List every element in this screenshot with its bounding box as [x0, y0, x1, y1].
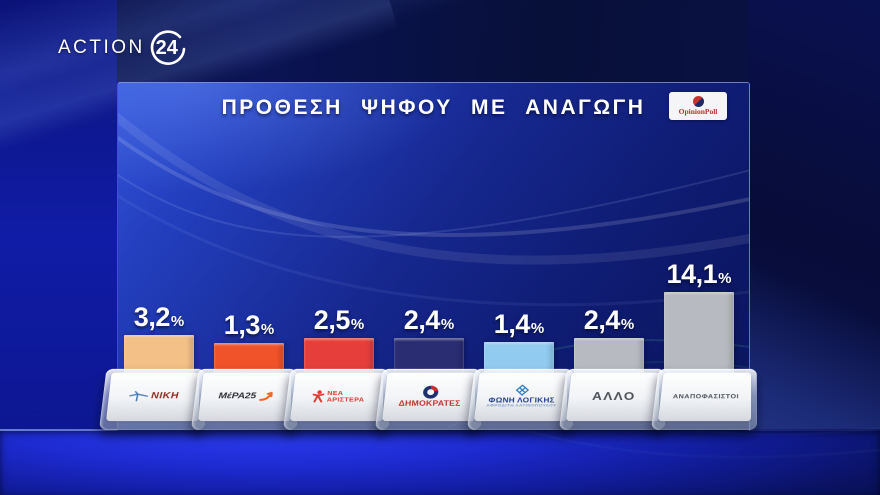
party-label: ΦΩΝΗ ΛΟΓΙΚΗΣ — [488, 395, 555, 405]
mera25-arrow-icon — [259, 390, 274, 402]
page-title: ΠΡΟΘΕΣΗ ΨΗΦΟΥ ΜΕ ΑΝΑΓΩΓΗ — [221, 96, 646, 119]
party-plate-face: ΝΕΑ ΑΡΙΣΤΕΡΑ — [290, 372, 384, 422]
party-plate-ΔΗΜΟΚΡΑΤΕΣ: ΔΗΜΟΚΡΑΤΕΣ — [375, 368, 481, 430]
opinionpoll-globe-icon — [692, 96, 704, 107]
party-label: ΝΙΚΗ — [150, 390, 180, 401]
value-label: 1,4% — [468, 311, 570, 338]
nikh-bird-icon — [129, 391, 149, 402]
percent-sign: % — [350, 316, 365, 333]
bar-ΑΝΑΠΟΦΑΣΙΣΤΟΙ — [664, 292, 734, 375]
bar-ΝΙΚΗ — [124, 335, 194, 375]
plate-column: ΝΙΚΗ — [99, 356, 205, 432]
party-label: ΑΡΙΣΤΕΡΑ — [326, 395, 365, 403]
party-plate-ΦΩΝΗ ΛΟΓΙΚΗΣ: ΦΩΝΗ ΛΟΓΙΚΗΣ ΑΦΡΟΔΙΤΗ ΛΑΤΙΝΟΠΟΥΛΟΥ — [467, 368, 573, 430]
party-plate-face: ΜέΡΑ25 — [198, 372, 292, 422]
bar-ΝΕΑ ΑΡΙΣΤΕΡΑ — [304, 338, 374, 375]
opinionpoll-logo: OpinionPoll — [669, 92, 727, 120]
party-plate-face: ΝΙΚΗ — [106, 372, 200, 422]
nea-aristera-figure-icon — [311, 390, 325, 402]
value-label: 14,1% — [648, 261, 750, 288]
percent-sign: % — [530, 320, 545, 337]
value-number: 14,1 — [666, 259, 718, 289]
background-top — [0, 0, 880, 82]
channel-number-circle-icon: 24 — [147, 28, 187, 68]
party-label: ΑΦΡΟΔΙΤΗ ΛΑΤΙΝΟΠΟΥΛΟΥ — [486, 404, 557, 409]
value-number: 1,4 — [493, 309, 531, 339]
bar-column: 14,1% — [654, 0, 744, 375]
channel-name: ACTION — [58, 37, 145, 58]
plate-column: ΜέΡΑ25 — [191, 356, 297, 432]
bar-column: 2,4% — [384, 0, 474, 375]
percent-sign: % — [718, 270, 732, 287]
party-label: ΜέΡΑ25 — [218, 390, 257, 401]
foni-logikis-diamond-icon — [512, 384, 532, 395]
bar-ΔΗΜΟΚΡΑΤΕΣ — [394, 338, 464, 375]
bar-column: 1,3% — [204, 0, 294, 375]
plate-column: ΝΕΑ ΑΡΙΣΤΕΡΑ — [283, 356, 389, 432]
party-plate-face: ΦΩΝΗ ΛΟΓΙΚΗΣ ΑΦΡΟΔΙΤΗ ΛΑΤΙΝΟΠΟΥΛΟΥ — [474, 372, 568, 422]
bars-row: 3,2% 1,3% 2,5% 2,4% 1,4% — [114, 0, 744, 375]
party-plate-face: ΑΛΛΟ — [566, 372, 660, 422]
party-label: ΑΛΛΟ — [591, 389, 636, 403]
party-label: ΑΝΑΠΟΦΑΣΙΣΤΟΙ — [672, 392, 740, 400]
percent-sign: % — [440, 316, 455, 333]
party-plate-ΑΛΛΟ: ΑΛΛΟ — [559, 368, 665, 430]
value-label: 2,5% — [288, 307, 390, 334]
bar-column: 3,2% — [114, 0, 204, 375]
plate-column: ΔΗΜΟΚΡΑΤΕΣ — [375, 356, 481, 432]
percent-sign: % — [620, 316, 635, 333]
plate-column: ΦΩΝΗ ΛΟΓΙΚΗΣ ΑΦΡΟΔΙΤΗ ΛΑΤΙΝΟΠΟΥΛΟΥ — [467, 356, 573, 432]
bar-column: 2,5% — [294, 0, 384, 375]
party-plate-ΑΝΑΠΟΦΑΣΙΣΤΟΙ: ΑΝΑΠΟΦΑΣΙΣΤΟΙ — [651, 368, 757, 430]
party-plates-row: ΝΙΚΗ ΜέΡΑ25 ΝΕΑ ΑΡΙΣΤΕΡΑ ΔΗΜΟΚΡΑΤΕΣ ΦΩΝΗ … — [99, 356, 757, 432]
value-number: 2,5 — [313, 305, 351, 335]
value-number: 2,4 — [583, 305, 621, 335]
channel-number: 24 — [155, 36, 178, 59]
plate-column: ΑΝΑΠΟΦΑΣΙΣΤΟΙ — [651, 356, 757, 432]
bar-column: 2,4% — [564, 0, 654, 375]
party-plate-face: ΔΗΜΟΚΡΑΤΕΣ — [382, 372, 476, 422]
opinionpoll-label: OpinionPoll — [678, 107, 718, 116]
bar-column: 1,4% — [474, 0, 564, 375]
background-right — [748, 0, 880, 430]
value-number: 3,2 — [133, 302, 171, 332]
value-label: 1,3% — [198, 312, 300, 339]
value-label: 2,4% — [378, 307, 480, 334]
party-plate-ΝΙΚΗ: ΝΙΚΗ — [99, 368, 205, 430]
action24-logo: ACTION 24 — [58, 28, 187, 68]
party-plate-face: ΑΝΑΠΟΦΑΣΙΣΤΟΙ — [658, 372, 752, 422]
percent-sign: % — [260, 321, 275, 338]
circle-arc-icon — [150, 30, 186, 65]
value-number: 2,4 — [403, 305, 441, 335]
value-label: 3,2% — [108, 304, 210, 331]
value-label: 2,4% — [558, 307, 660, 334]
floor-glow — [0, 429, 880, 495]
plate-column: ΑΛΛΟ — [559, 356, 665, 432]
party-plate-ΜέΡΑ25: ΜέΡΑ25 — [191, 368, 297, 430]
value-number: 1,3 — [223, 310, 261, 340]
percent-sign: % — [170, 313, 185, 330]
party-plate-ΝΕΑ ΑΡΙΣΤΕΡΑ: ΝΕΑ ΑΡΙΣΤΕΡΑ — [283, 368, 389, 430]
dimokrates-circle-icon — [422, 385, 439, 399]
party-label: ΔΗΜΟΚΡΑΤΕΣ — [398, 398, 461, 408]
